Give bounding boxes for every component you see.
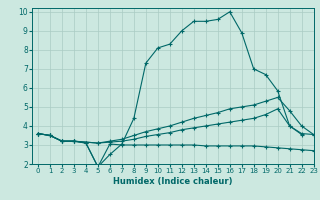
X-axis label: Humidex (Indice chaleur): Humidex (Indice chaleur): [113, 177, 233, 186]
